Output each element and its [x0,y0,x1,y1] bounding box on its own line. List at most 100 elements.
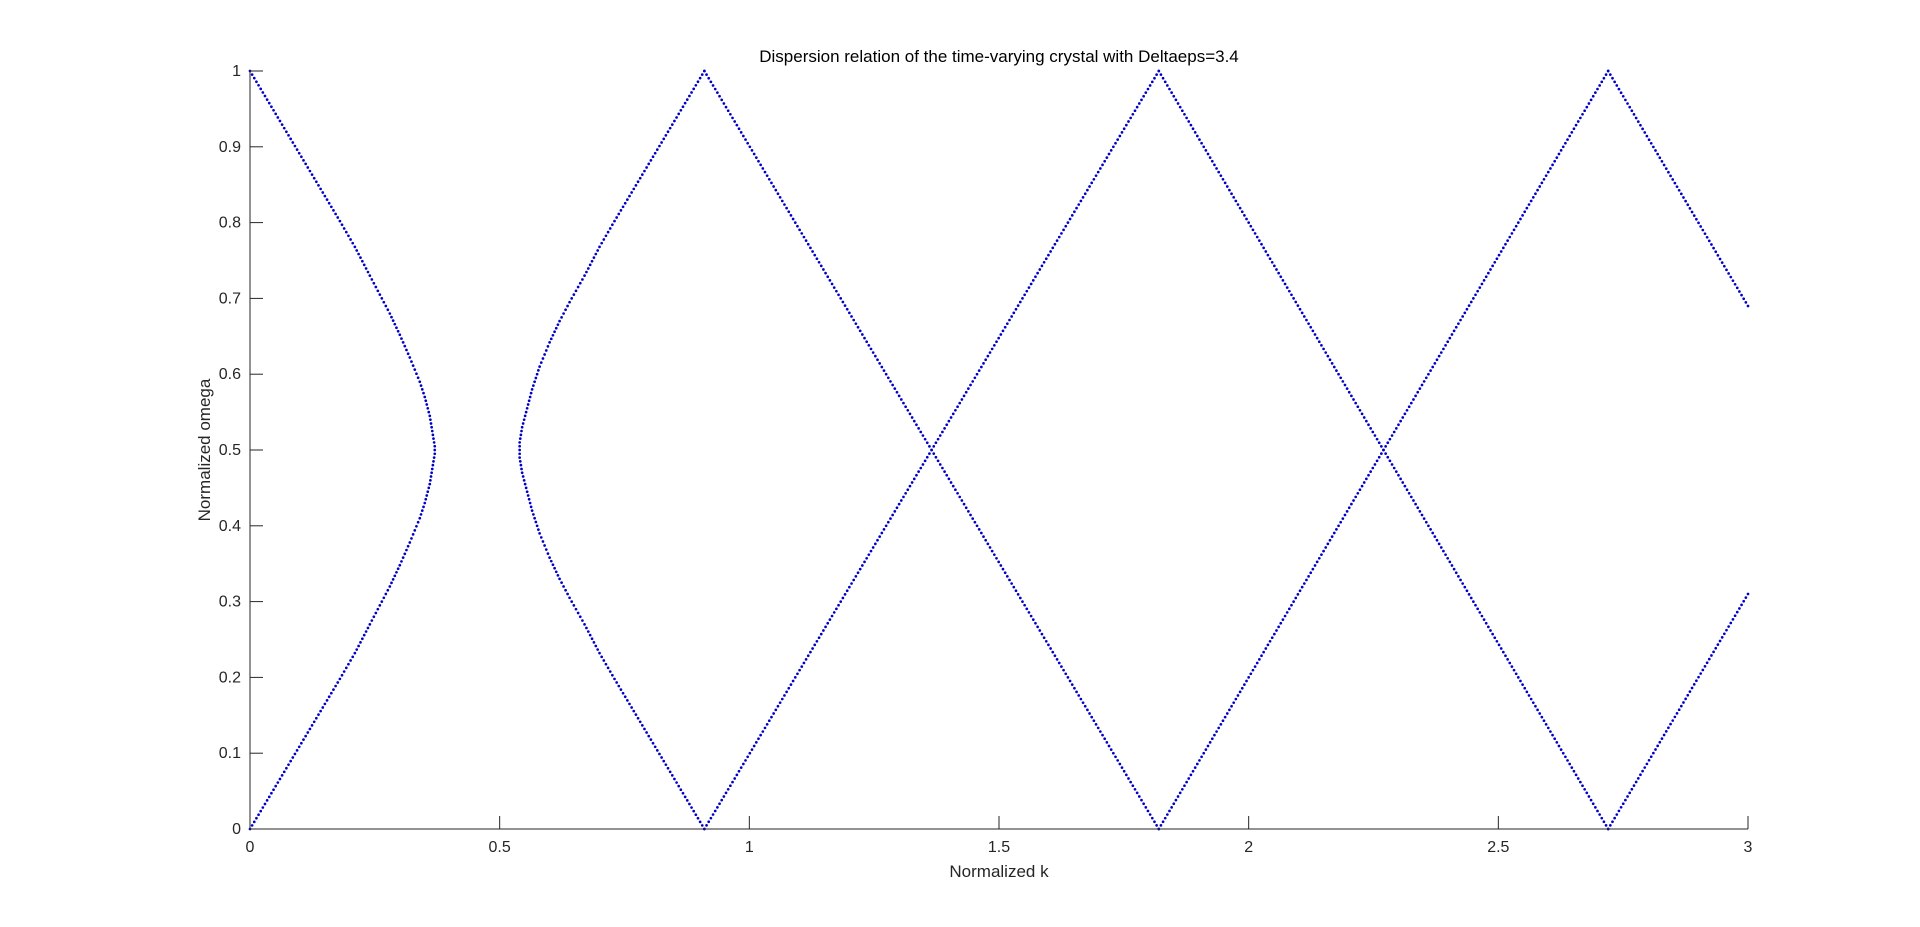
scatter-point [403,552,407,556]
scatter-point [1094,722,1098,726]
scatter-point [554,326,558,330]
scatter-point [530,388,534,391]
scatter-point [1150,816,1154,820]
scatter-point [1487,271,1490,275]
scatter-point [1337,372,1340,376]
scatter-point [390,315,393,319]
scatter-point [1120,766,1124,769]
scatter-point [297,151,301,155]
scatter-point [291,141,295,144]
scatter-point [912,419,916,423]
scatter-point [1594,805,1597,809]
scatter-point [1405,408,1409,412]
scatter-point [956,405,959,409]
scatter-point [1489,629,1492,632]
scatter-point [694,83,698,87]
scatter-point [327,695,331,699]
scatter-point [1710,654,1713,657]
scatter-point [1049,647,1052,650]
scatter-point [1529,697,1533,701]
scatter-point [882,528,886,531]
scatter-point [1735,286,1739,290]
scatter-point [1221,177,1225,181]
scatter-point [1129,780,1133,784]
scatter-point [1467,304,1471,307]
scatter-point [1275,629,1278,632]
scatter-point [1313,333,1317,336]
scatter-point [675,116,678,119]
scatter-point [1101,163,1104,167]
scatter-point [1725,268,1728,272]
scatter-point [617,684,621,688]
scatter-point [1005,574,1009,578]
scatter-point [430,467,434,471]
scatter-point [975,372,979,376]
scatter-point [813,643,817,647]
x-tick-label: 0 [246,839,255,856]
scatter-point [426,490,430,494]
scatter-point [1652,145,1655,149]
scatter-point [1497,643,1501,647]
scatter-point [1262,650,1265,654]
scatter-point [1414,502,1417,506]
scatter-point [1695,217,1698,221]
scatter-point [681,791,685,795]
scatter-point [1258,658,1261,661]
scatter-point [1452,329,1456,333]
scatter-point [1127,120,1130,123]
scatter-point [1245,217,1248,221]
scatter-point [1051,650,1055,654]
scatter-point [1062,668,1065,672]
scatter-point [1285,286,1289,289]
scatter-point [1105,156,1109,159]
scatter-point [1579,116,1582,120]
scatter-point [1023,293,1026,297]
scatter-point [1014,307,1018,311]
scatter-point [997,336,1001,340]
scatter-point [1611,820,1614,824]
scatter-point [1412,398,1415,401]
scatter-point [1675,711,1679,715]
scatter-point [720,798,724,802]
scatter-point [1718,639,1722,643]
scatter-point [958,495,962,499]
scatter-point [800,665,804,668]
scatter-point [1083,192,1087,196]
scatter-point [1639,773,1642,777]
scatter-point [257,813,260,817]
scatter-point [899,398,903,401]
scatter-point [800,232,804,235]
scatter-point [263,94,267,98]
scatter-point [553,330,556,334]
scatter-point [696,80,700,84]
scatter-point [362,633,366,637]
scatter-point [945,473,949,477]
scatter-point [962,394,966,398]
scatter-point [1025,289,1029,293]
scatter-point [636,716,640,720]
scatter-point [572,604,576,607]
y-tick-label: 0.8 [219,215,241,232]
scatter-point [677,112,681,116]
scatter-point [1345,510,1349,513]
scatter-point [1232,195,1236,199]
scatter-point [655,749,659,752]
scatter-point [811,647,814,650]
scatter-point [1459,318,1462,322]
scatter-point [826,275,830,279]
scatter-point [1587,795,1591,798]
scatter-point [662,759,666,763]
scatter-point [1294,300,1298,304]
scatter-point [551,333,555,337]
scatter-point [310,173,314,176]
scatter-point [990,347,994,351]
scatter-point [1386,455,1390,459]
scatter-point [1594,91,1597,95]
scatter-point [1521,214,1524,217]
scatter-point [291,756,295,759]
scatter-point [1662,163,1666,167]
scatter-point [992,343,996,347]
scatter-point [776,192,780,196]
scatter-point [300,741,303,745]
scatter-point [1343,383,1347,387]
